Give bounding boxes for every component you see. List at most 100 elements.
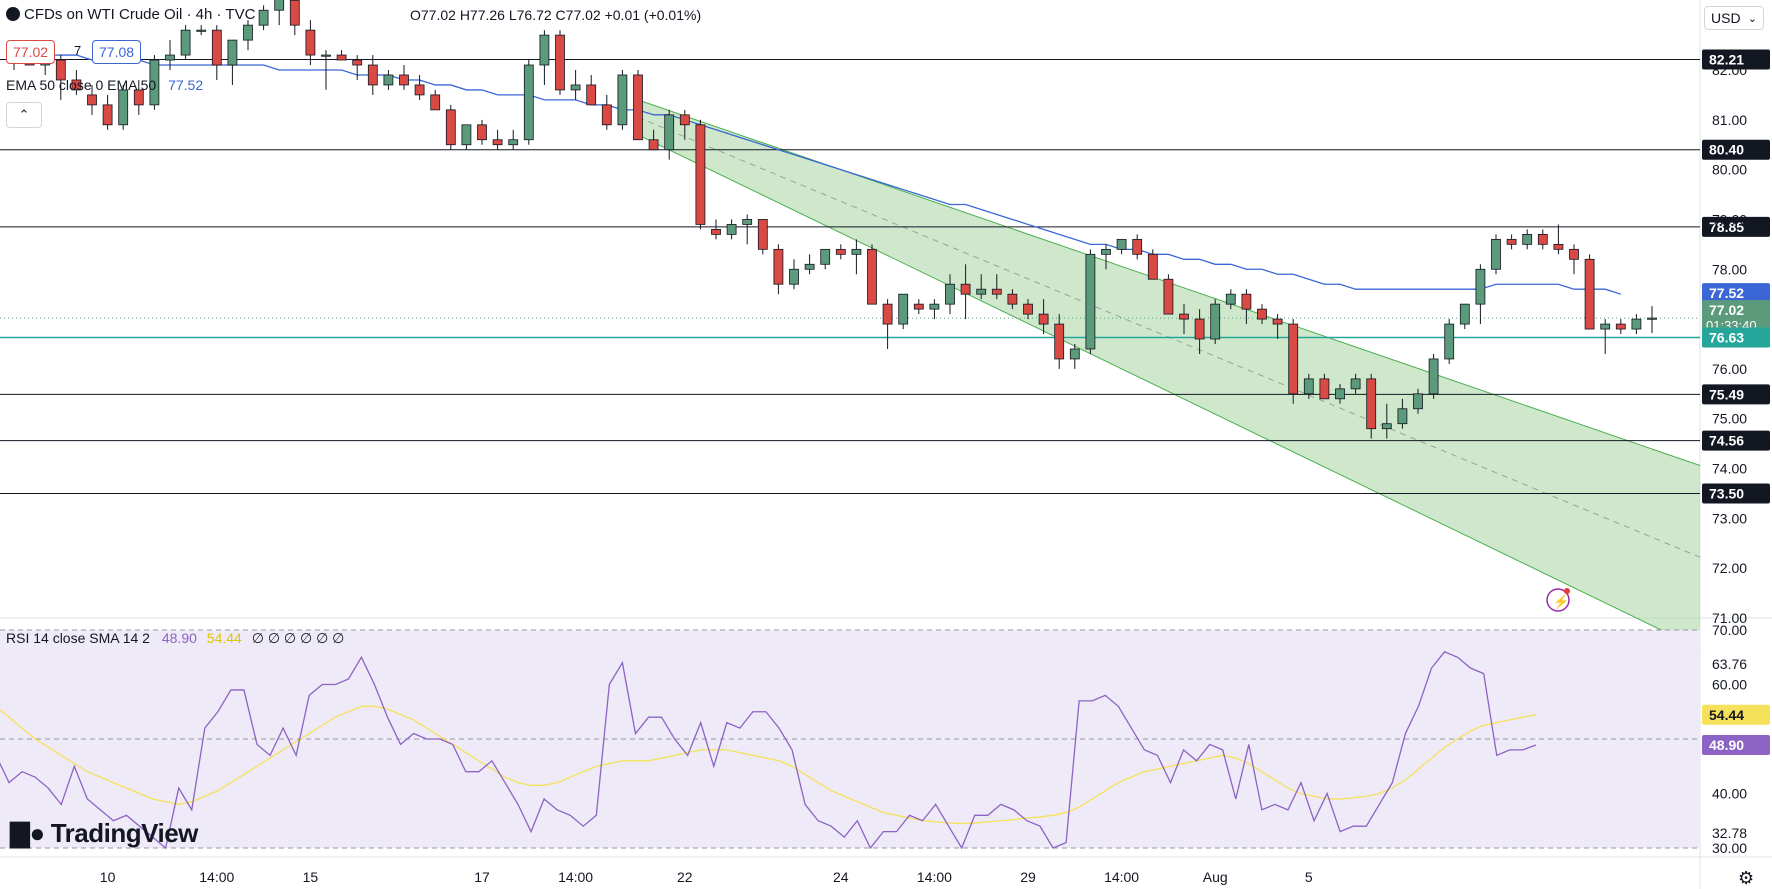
candle-body: [1335, 388, 1345, 400]
candle: [414, 74, 425, 100]
candle-body: [1444, 323, 1455, 360]
ema-axis-label: 77.52: [1709, 285, 1744, 301]
candle: [1584, 254, 1595, 330]
candle: [882, 299, 893, 349]
price-tick-0: 82.00: [1712, 62, 1747, 78]
candle-body: [1569, 248, 1579, 260]
time-tick-7: 14:00: [917, 869, 952, 885]
price-tick-7: 75.00: [1712, 411, 1747, 427]
candle: [383, 70, 394, 90]
candle-body: [617, 74, 628, 126]
candle: [976, 274, 987, 300]
bolt-icon: [1546, 588, 1570, 612]
symbol-title[interactable]: CFDs on WTI Crude Oil · 4h · TVC: [6, 6, 255, 23]
candle: [1553, 224, 1564, 255]
candle: [1023, 299, 1033, 320]
channel-fill: [638, 99, 1700, 649]
rsi-line: [0, 651, 1537, 850]
rsi-sma-axis-label: 54.44: [1709, 707, 1744, 723]
candle-body: [133, 89, 144, 106]
candle-body: [711, 229, 721, 235]
candle-body: [789, 268, 799, 285]
candle-body: [87, 94, 97, 106]
candle-body: [1459, 303, 1470, 325]
candle: [648, 129, 659, 151]
candle: [555, 30, 565, 95]
level-tag-5: [1702, 483, 1770, 504]
candle-body: [1303, 378, 1314, 395]
candle-body: [1381, 423, 1392, 430]
tv-logo-icon: ▇●: [10, 818, 45, 848]
candle: [258, 5, 269, 31]
currency-select[interactable]: USD ⌄: [1704, 6, 1764, 30]
candle: [523, 60, 534, 145]
candle: [1366, 373, 1377, 439]
candle-body: [648, 139, 659, 151]
candle-body: [445, 109, 456, 146]
drop-icon: [6, 7, 20, 21]
bid-price[interactable]: 77.02: [6, 40, 56, 64]
candle-body: [492, 139, 503, 146]
candle-body: [1241, 293, 1252, 310]
candle-body: [258, 9, 269, 26]
candle-body: [601, 104, 612, 126]
candle-body: [1506, 238, 1517, 245]
candle-body: [1225, 293, 1236, 305]
candle-body: [1615, 323, 1626, 330]
candle-body: [882, 303, 893, 325]
candle-body: [1132, 238, 1143, 255]
candle-body: [898, 293, 909, 325]
candle: [1225, 289, 1236, 310]
candle-body: [586, 84, 597, 106]
candle-body: [991, 288, 1002, 295]
candle-body: [1194, 318, 1205, 340]
candle: [1241, 289, 1252, 325]
candle: [789, 259, 799, 290]
collapse-legend-button[interactable]: ⌃: [6, 102, 42, 128]
candle: [1569, 244, 1579, 275]
candle-body: [1257, 308, 1267, 320]
level-tag-3: [1702, 384, 1770, 405]
rsi-legend[interactable]: RSI 14 close SMA 14 2 48.90 54.44 ∅ ∅ ∅ …: [6, 630, 344, 647]
candle-body: [679, 114, 690, 126]
spread-value: 7: [74, 43, 82, 58]
level-label-1: 80.40: [1709, 142, 1744, 158]
rsi-max-label: 63.76: [1712, 656, 1747, 672]
candle: [430, 89, 441, 111]
tradingview-logo[interactable]: ▇● TradingView: [10, 818, 198, 849]
candle-body: [1522, 233, 1533, 245]
rsi-tick-3: 30.00: [1712, 840, 1747, 856]
time-tick-10: Aug: [1203, 869, 1228, 885]
candle-body: [1428, 358, 1439, 395]
candle: [274, 0, 285, 26]
price-tick-4: 78.00: [1712, 261, 1747, 277]
candle: [227, 39, 238, 85]
candle: [1179, 304, 1189, 335]
candle-body: [1147, 253, 1158, 280]
candle-body: [1179, 313, 1189, 320]
candle: [1085, 249, 1096, 354]
candle: [757, 219, 768, 255]
rsi-tick-1: 60.00: [1712, 677, 1747, 693]
price-tick-8: 74.00: [1712, 461, 1747, 477]
candle-body: [289, 0, 300, 26]
time-tick-8: 29: [1020, 869, 1036, 885]
candle: [679, 109, 690, 140]
ema-legend[interactable]: EMA 50 close 0 EMA 50 77.52: [6, 77, 203, 93]
rsi-axis-tag: [1702, 734, 1770, 755]
last-price-axis-label: 77.02: [1709, 302, 1744, 318]
candle-body: [149, 59, 160, 106]
candle-body: [1288, 323, 1299, 395]
price-tick-9: 73.00: [1712, 510, 1747, 526]
ohlc-text: O77.02 H77.26 L76.72 C77.02 +0.01 (+0.01…: [410, 7, 702, 23]
candle: [1600, 319, 1611, 354]
rsi-extra-values: ∅ ∅ ∅ ∅ ∅ ∅: [251, 630, 345, 646]
candle-body: [414, 84, 425, 96]
rsi-tick-2: 40.00: [1712, 786, 1747, 802]
candle: [492, 129, 503, 150]
candle: [1428, 353, 1439, 399]
ask-price[interactable]: 77.08: [92, 40, 142, 64]
candle-body: [742, 219, 753, 225]
candle: [243, 20, 253, 51]
